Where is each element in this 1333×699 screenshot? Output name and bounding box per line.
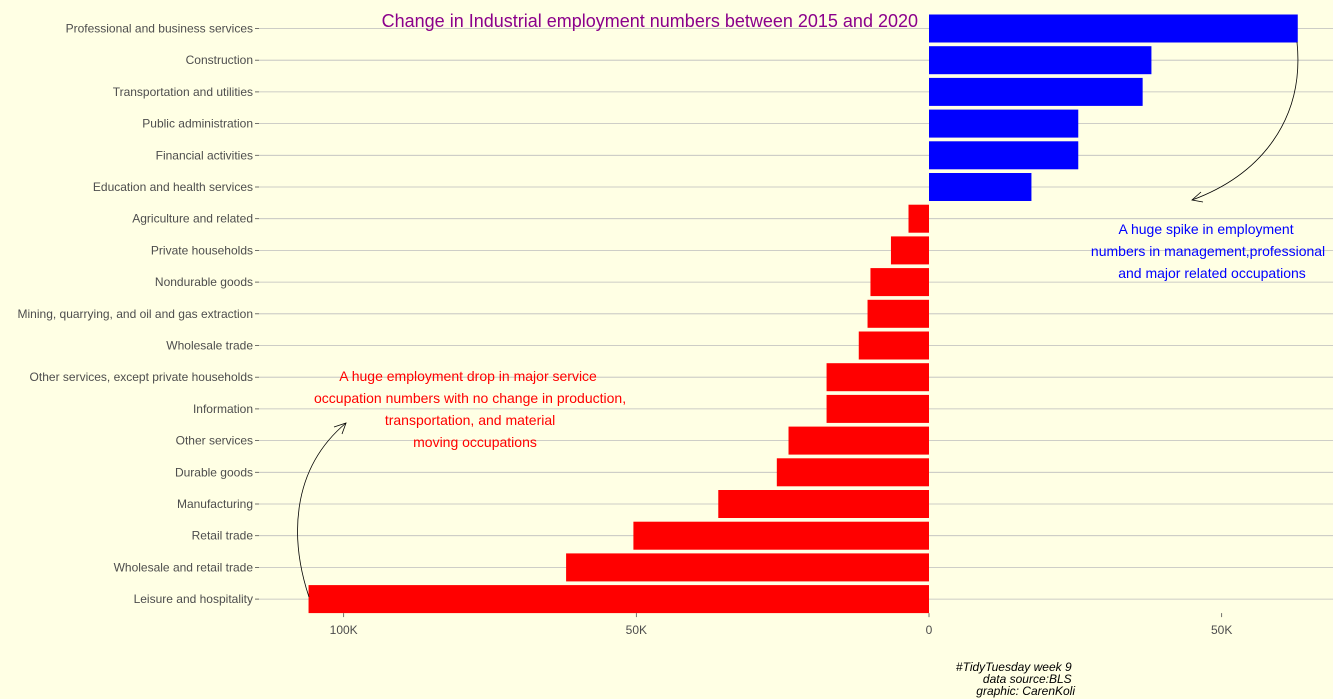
caption-line-1: #TidyTuesday week 9 <box>956 660 1072 674</box>
category-label: Other services, except private household… <box>30 370 253 384</box>
bar <box>788 426 929 455</box>
category-label: Other services <box>176 434 253 448</box>
category-label: Transportation and utilities <box>113 85 253 99</box>
category-label: Manufacturing <box>177 497 253 511</box>
red-annotation-line-1: A huge employment drop in major service <box>339 368 597 384</box>
category-label: Agriculture and related <box>132 212 253 226</box>
bar <box>908 204 929 233</box>
red-annotation-line-4: moving occupations <box>413 434 537 450</box>
caption: #TidyTuesday week 9 data source:BLS grap… <box>956 660 1075 698</box>
category-labels: Professional and business services Constr… <box>18 22 259 606</box>
bar <box>826 394 929 423</box>
bar <box>929 109 1079 138</box>
x-tick-label: 50K <box>626 623 647 637</box>
x-tick-label: 100K <box>330 623 358 637</box>
chart-title: Change in Industrial employment numbers … <box>382 11 918 31</box>
bars <box>308 14 1298 614</box>
bar <box>718 490 929 518</box>
blue-annotation-line-3: and major related occupations <box>1118 265 1306 281</box>
category-label: Wholesale and retail trade <box>114 560 254 574</box>
category-label: Private households <box>151 243 253 257</box>
red-annotation: A huge employment drop in major service … <box>314 368 630 450</box>
bar <box>929 14 1298 43</box>
blue-annotation-arrowhead <box>1191 191 1204 203</box>
category-label: Retail trade <box>192 529 254 543</box>
category-label: Information <box>193 402 253 416</box>
bar <box>566 553 929 582</box>
category-label: Education and health services <box>93 180 253 194</box>
blue-annotation-line-2: numbers in management,professional <box>1091 243 1325 259</box>
category-label: Construction <box>186 53 253 67</box>
bar <box>890 236 929 265</box>
category-label: Wholesale trade <box>166 339 253 353</box>
x-tick-label: 0 <box>926 623 933 637</box>
bar <box>929 141 1079 170</box>
blue-annotation-line-1: A huge spike in employment <box>1119 221 1294 237</box>
bar <box>776 458 929 487</box>
red-annotation-arrowhead <box>333 422 347 435</box>
category-label: Nondurable goods <box>155 275 253 289</box>
caption-line-3: graphic: CarenKoli <box>976 684 1075 698</box>
bar <box>308 585 930 614</box>
category-label: Mining, quarrying, and oil and gas extra… <box>18 307 253 321</box>
bar <box>870 268 929 297</box>
blue-annotation: A huge spike in employment numbers in ma… <box>1091 221 1329 281</box>
category-label: Professional and business services <box>66 22 253 36</box>
category-label: Public administration <box>142 117 253 131</box>
category-label: Durable goods <box>175 465 253 479</box>
x-axis-ticks: 100K 50K 0 50K <box>330 613 1232 637</box>
bar <box>633 521 929 550</box>
caption-line-2: data source:BLS <box>983 672 1072 686</box>
bar <box>858 331 929 360</box>
red-annotation-arrow <box>297 422 347 598</box>
bar <box>929 173 1032 201</box>
bar <box>867 299 929 328</box>
red-annotation-line-2: occupation numbers with no change in pro… <box>314 390 626 406</box>
bar <box>826 363 929 392</box>
blue-annotation-arrow <box>1191 41 1299 201</box>
red-annotation-line-3: transportation, and material <box>385 412 555 428</box>
bar <box>929 77 1143 106</box>
category-label: Financial activities <box>156 148 253 162</box>
x-tick-label: 50K <box>1211 623 1232 637</box>
bar <box>929 46 1152 75</box>
category-label: Leisure and hospitality <box>134 592 253 606</box>
